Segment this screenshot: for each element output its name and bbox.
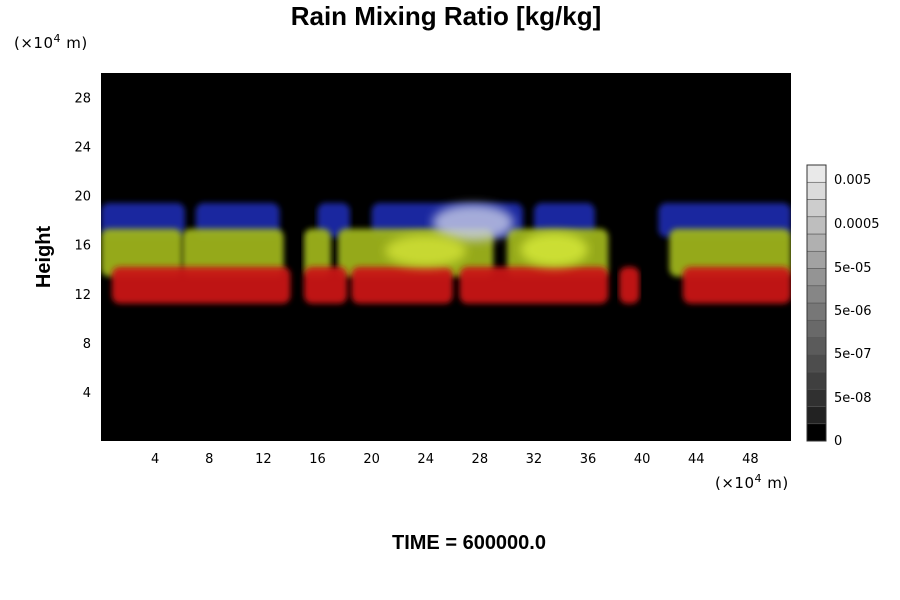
y-axis-unit: (×104 m) [14,32,88,52]
colorbar-segment [806,164,827,183]
colorbar-tick-label: 0.0005 [834,217,880,232]
colorbar-tick-label: 5e-06 [834,304,872,319]
colorbar-tick-label: 5e-08 [834,391,872,406]
y-tick-label: 4 [83,386,91,401]
colorbar-segment [806,181,827,200]
x-tick-label: 40 [634,452,651,467]
y-tick-label: 12 [74,288,91,303]
x-tick-label: 12 [255,452,272,467]
colorbar-segment [806,199,827,218]
x-tick-label: 28 [472,452,489,467]
colorbar-segment [806,250,827,269]
red-region-0 [111,266,291,304]
colorbar-segment [806,354,827,373]
y-tick-label: 28 [74,92,91,107]
colorbar-tick-label: 0 [834,434,842,449]
colorbar-segment [806,268,827,287]
colorbar-segment [806,337,827,356]
x-tick-label: 48 [742,452,759,467]
colorbar-segment [806,319,827,338]
y-tick-label: 8 [83,337,91,352]
x-tick-label: 36 [580,452,597,467]
highlight-region-0 [432,204,514,242]
colorbar-segment [806,388,827,407]
yellow-region-5 [669,228,791,277]
x-tick-label: 20 [363,452,380,467]
y-tick-label: 24 [74,141,91,156]
red-region-5 [682,266,791,304]
colorbar-segment [806,302,827,321]
highlight-region-2 [385,234,467,267]
time-label: TIME = 600000.0 [392,532,546,554]
blue-region-2 [317,203,350,238]
y-axis: 4 8 12 16 20 24 28 [74,92,91,401]
colorbar-frame [806,164,827,442]
colorbar-segment [806,406,827,425]
x-tick-label: 32 [526,452,543,467]
colorbar-tick-label: 5e-05 [834,261,872,276]
x-tick-label: 24 [417,452,434,467]
colorbar-segment [806,423,827,442]
x-axis: 4 8 12 16 20 24 28 32 36 40 44 48 [151,452,759,467]
y-tick-label: 16 [74,239,91,254]
x-axis-unit: (×104 m) [715,472,789,492]
colorbar-segment [806,371,827,390]
colorbar-segment [806,285,827,304]
yellow-region-2 [303,228,331,277]
x-tick-label: 16 [309,452,326,467]
y-tick-label: 20 [74,190,91,205]
red-region-2 [351,266,453,304]
red-region-1 [303,266,348,304]
x-tick-label: 8 [205,452,213,467]
colorbar-segment [806,216,827,235]
colorbar-tick-label: 5e-07 [834,347,872,362]
chart-title: Rain Mixing Ratio [kg/kg] [291,1,602,31]
colorbar: 0.005 0.0005 5e-05 5e-06 5e-07 5e-08 0 [806,164,880,449]
yellow-region-1 [182,228,284,277]
rain-field [101,203,791,304]
colorbar-tick-label: 0.005 [834,173,871,188]
yellow-region-0 [101,228,183,277]
x-tick-label: 4 [151,452,159,467]
red-region-4 [619,266,640,304]
x-tick-label: 44 [688,452,705,467]
y-axis-label: Height [33,226,55,289]
colorbar-segment [806,233,827,252]
highlight-region-1 [520,232,589,267]
red-region-3 [459,266,609,304]
